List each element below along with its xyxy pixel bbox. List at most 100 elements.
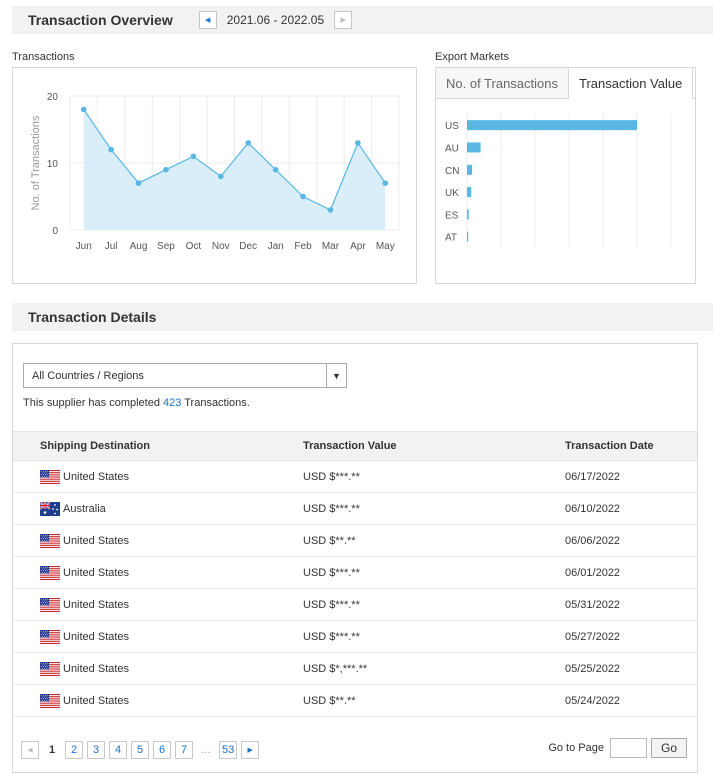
data-point <box>382 180 389 186</box>
page-link[interactable]: 4 <box>109 741 127 759</box>
cell-destination: Australia <box>13 493 303 525</box>
data-point <box>108 146 114 153</box>
col-transaction-value: Transaction Value <box>303 440 397 452</box>
cell-value: USD $***.** <box>303 502 360 515</box>
data-point <box>355 140 361 146</box>
cell-date: 05/24/2022 <box>565 694 621 707</box>
goto-page: Go to Page Go <box>548 738 687 758</box>
cell-value: USD $**.** <box>303 534 356 547</box>
us-flag-icon <box>40 661 60 676</box>
go-button[interactable]: Go <box>650 738 687 758</box>
page-next-button[interactable]: ▶ <box>241 741 260 759</box>
dropdown-arrow-icon[interactable]: ▼ <box>326 364 346 387</box>
export-markets-label: Export Markets <box>435 51 509 63</box>
destination-text: United States <box>63 662 130 675</box>
page-link[interactable]: 2 <box>65 741 83 759</box>
cell-date: 06/01/2022 <box>565 566 621 579</box>
x-tick-label: May <box>376 241 395 252</box>
date-range-label: 2021.06 - 2022.05 <box>226 13 325 27</box>
table-row: United States USD $***.** 06/17/2022 <box>13 461 697 493</box>
au-flag-icon <box>39 500 60 516</box>
cell-date: 05/25/2022 <box>565 662 621 675</box>
goto-page-input[interactable] <box>609 738 647 758</box>
page-last[interactable]: 53 <box>219 741 238 759</box>
cell-value: USD $**.** <box>303 694 356 707</box>
cell-value: USD $***.** <box>303 630 360 643</box>
x-tick-label: Sep <box>157 241 175 252</box>
y-tick-label: 0 <box>52 226 58 237</box>
cell-date: 06/06/2022 <box>565 534 621 547</box>
page-current: 1 <box>43 741 61 759</box>
summary-suffix: Transactions. <box>181 397 250 409</box>
bar <box>467 164 473 175</box>
data-point <box>80 106 87 113</box>
page-ellipsis: ... <box>197 741 215 759</box>
page-prev-button[interactable]: ◀ <box>21 741 39 759</box>
destination-text: Australia <box>63 502 106 515</box>
us-flag-icon <box>40 597 60 612</box>
x-tick-label: Jun <box>76 241 92 252</box>
cell-value: USD $***.** <box>303 470 360 483</box>
x-tick-label: Nov <box>212 241 230 252</box>
pagination: ◀ 1 2 3 4 5 6 7 ... 53 ▶ <box>21 741 263 759</box>
y-tick-label: UK <box>445 188 459 199</box>
page-link[interactable]: 5 <box>131 741 149 759</box>
x-tick-label: Apr <box>350 241 366 252</box>
country-region-select[interactable]: All Countries / Regions ▼ <box>23 363 347 388</box>
caret-left-icon: ◀ <box>205 17 211 24</box>
x-tick-label: Mar <box>322 241 340 252</box>
table-row: United States USD $**.** 06/06/2022 <box>13 525 697 557</box>
x-tick-label: Dec <box>239 241 257 252</box>
cell-destination: United States <box>13 653 303 685</box>
x-tick-label: Feb <box>294 241 312 252</box>
page-link[interactable]: 3 <box>87 741 105 759</box>
us-flag-icon <box>40 533 60 548</box>
tab-transaction-value[interactable]: Transaction Value <box>569 68 694 99</box>
goto-page-label: Go to Page <box>548 742 604 754</box>
y-axis-label: No. of Transactions <box>30 115 42 210</box>
export-markets-bar-chart: US AU CN UK ES AT <box>445 114 672 248</box>
table-row: United States USD $**.** 05/24/2022 <box>13 685 697 717</box>
cell-value: USD $***.** <box>303 566 360 579</box>
data-point <box>245 140 252 146</box>
country-region-select-value: All Countries / Regions <box>32 369 144 382</box>
col-shipping-destination: Shipping Destination <box>40 440 150 452</box>
destination-text: United States <box>63 694 130 707</box>
cell-value: USD $***.** <box>303 598 360 611</box>
data-point <box>217 173 224 180</box>
x-tick-label: Aug <box>130 241 148 252</box>
page-link[interactable]: 6 <box>153 741 171 759</box>
bar <box>467 142 481 153</box>
table-row: United States USD $***.** 05/31/2022 <box>13 589 697 621</box>
bar <box>467 187 472 198</box>
cell-date: 05/31/2022 <box>565 598 621 611</box>
transactions-line-chart: 0 10 20 Jun Jul Aug Sep Oct Nov Dec Jan Feb Mar Apr Ma… <box>30 92 400 252</box>
tab-no-of-transactions[interactable]: No. of Transactions <box>436 68 569 98</box>
table-header-row: Shipping Destination Transaction Value T… <box>13 431 697 461</box>
table-row: United States USD $*,***.** 05/25/2022 <box>13 653 697 685</box>
us-flag-icon <box>40 469 60 484</box>
bar <box>467 209 469 220</box>
cell-destination: United States <box>13 589 303 621</box>
y-tick-label: ES <box>445 210 459 221</box>
us-flag-icon <box>40 565 60 580</box>
overview-title: Transaction Overview <box>28 12 173 28</box>
y-tick-label: US <box>445 121 459 132</box>
y-tick-label: 20 <box>47 92 59 103</box>
page-link[interactable]: 7 <box>175 741 193 759</box>
x-tick-label: Jan <box>268 241 284 252</box>
transactions-table: Shipping Destination Transaction Value T… <box>13 431 697 717</box>
y-tick-label: 10 <box>47 159 59 170</box>
x-tick-label: Oct <box>186 241 202 252</box>
destination-text: United States <box>63 630 130 643</box>
us-flag-icon <box>40 693 60 708</box>
summary-prefix: This supplier has completed <box>23 397 164 409</box>
overview-header: Transaction Overview ◀ 2021.06 - 2022.05… <box>12 6 713 34</box>
bar <box>467 231 469 242</box>
data-point <box>163 166 169 173</box>
transaction-count: 423 <box>163 397 182 409</box>
date-next-button[interactable]: ▶ <box>334 11 353 29</box>
date-prev-button[interactable]: ◀ <box>198 11 217 29</box>
caret-left-icon: ◀ <box>27 747 33 754</box>
cell-destination: United States <box>13 557 303 589</box>
